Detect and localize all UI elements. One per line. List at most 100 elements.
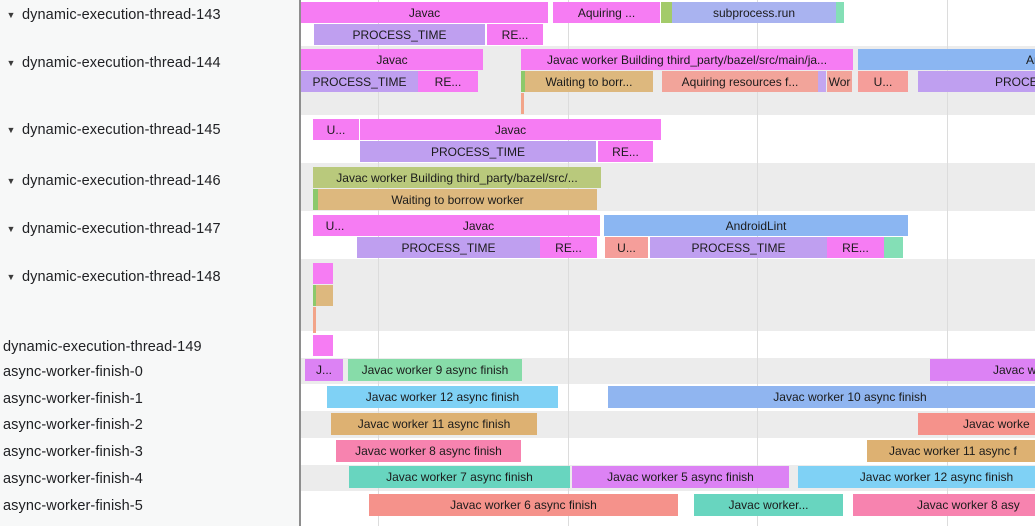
span-label: PROCESS_TIME [352,27,447,42]
span-label: Waiting to borr... [545,74,633,89]
span-label: Javac [408,5,441,20]
span-bar[interactable]: Javac worker 6 async finish [369,494,678,516]
expander-triangle-icon[interactable]: ▼ [6,224,16,234]
expander-triangle-icon[interactable]: ▼ [6,272,16,282]
span-label: Aquiring resources f... [681,74,799,89]
expander-triangle-icon[interactable]: ▼ [6,58,16,68]
span-bar[interactable]: U... [313,119,359,140]
span-bar[interactable]: RE... [827,237,884,258]
span-bar[interactable] [313,285,316,306]
span-label: Javac [494,122,527,137]
expander-triangle-icon[interactable]: ▼ [6,125,16,135]
span-bar[interactable]: Javac worker 7 async finish [349,466,570,488]
span-bar[interactable]: Javac worker 11 async finish [331,413,537,435]
track-row[interactable]: ▼ dynamic-execution-thread-144 [0,53,299,73]
span-label: AndroidLint [725,218,787,233]
span-label: subprocess.run [712,5,796,20]
span-bar[interactable] [818,71,826,92]
track-label: async-worker-finish-0 [3,364,143,380]
span-label: Javac worker 11 async f [889,444,1017,458]
span-label: Aquiring ... [577,5,636,20]
span-bar[interactable] [313,335,333,356]
span-label: Javac worker 7 async finish [386,470,533,484]
track-row[interactable]: ▼ dynamic-execution-thread-143 [0,5,299,25]
span-label: Javac worker 10 async finish [773,390,927,404]
span-bar[interactable]: Javac worker Building third_party/bazel/… [521,49,853,70]
span-bar[interactable]: Javac [357,215,600,236]
span-label: U... [325,218,345,233]
span-bar[interactable]: U... [313,215,357,236]
span-label: Javac worker Building third_party/bazel/… [546,52,828,67]
span-bar[interactable]: Javac worker Building third_party/bazel/… [313,167,601,188]
span-bar[interactable]: Aquiring ... [553,2,660,23]
span-bar[interactable]: Javac worker 11 async f [867,440,1035,462]
span-bar[interactable]: Javac worke [918,413,1035,435]
span-bar[interactable]: Javac worker 12 async finish [798,466,1035,488]
span-bar[interactable]: Javac worker 12 async finish [327,386,558,408]
span-bar[interactable]: Waiting to borr... [525,71,653,92]
span-bar[interactable]: PROCESS_TIME [650,237,827,258]
span-bar[interactable] [521,71,525,92]
span-bar[interactable]: Javac worker 8 asy [853,494,1035,516]
span-bar[interactable] [313,307,316,333]
track-row[interactable]: async-worker-finish-1 [0,389,299,409]
span-bar[interactable]: Javac [301,49,483,70]
span-bar[interactable]: PROCESS_TIME [360,141,596,162]
track-row[interactable]: async-worker-finish-4 [0,469,299,489]
span-bar[interactable] [884,237,903,258]
span-bar[interactable]: Waiting to borrow worker [318,189,597,210]
span-bar[interactable]: Javac w [930,359,1035,381]
span-bar[interactable]: Wor [827,71,852,92]
span-bar[interactable]: RE... [540,237,597,258]
span-label: AndroidLint [1026,52,1035,67]
span-bar[interactable] [316,285,333,306]
track-row[interactable]: ▼ dynamic-execution-thread-148 [0,267,299,287]
span-bar[interactable]: RE... [487,24,543,45]
span-bar[interactable]: Javac [301,2,548,23]
span-bar[interactable]: subprocess.run [672,2,836,23]
span-bar[interactable]: PROCESS_TIME [918,71,1035,92]
span-label: Javac worker Building third_party/bazel/… [336,170,578,185]
span-bar[interactable]: Javac worker... [694,494,843,516]
track-row[interactable]: async-worker-finish-0 [0,362,299,382]
span-bar[interactable] [313,263,333,284]
span-label: PROCESS_TIME [691,240,786,255]
track-row[interactable]: ▼ dynamic-execution-thread-145 [0,120,299,140]
track-row[interactable]: dynamic-execution-thread-149 [0,337,299,357]
span-label: Javac w [993,363,1035,377]
span-bar[interactable]: RE... [598,141,653,162]
span-label: RE... [842,240,869,255]
time-gridline [947,0,948,526]
span-bar[interactable]: Javac worker 10 async finish [608,386,1035,408]
track-row[interactable]: ▼ dynamic-execution-thread-146 [0,171,299,191]
span-bar[interactable]: U... [605,237,648,258]
span-bar[interactable]: Aquiring resources f... [662,71,818,92]
expander-triangle-icon[interactable]: ▼ [6,176,16,186]
span-bar[interactable]: RE... [418,71,478,92]
span-bar[interactable]: AndroidLint [604,215,908,236]
span-bar[interactable]: U... [858,71,908,92]
span-label: Javac worker 8 asy [917,498,1020,512]
span-label: U... [873,74,893,89]
track-row[interactable]: ▼ dynamic-execution-thread-147 [0,219,299,239]
track-label: dynamic-execution-thread-148 [22,269,221,285]
span-bar[interactable]: Javac worker 8 async finish [336,440,521,462]
timeline-canvas[interactable]: Javac Aquiring ... subprocess.run PROCESS_T… [301,0,1035,526]
span-bar[interactable] [661,2,672,23]
expander-triangle-icon[interactable]: ▼ [6,10,16,20]
span-bar[interactable] [313,189,318,210]
span-label: Javac [462,218,495,233]
span-bar[interactable]: Javac worker 9 async finish [348,359,522,381]
span-bar[interactable]: J... [305,359,343,381]
span-bar[interactable]: PROCESS_TIME [301,71,418,92]
span-bar[interactable]: Javac [360,119,661,140]
span-bar[interactable]: PROCESS_TIME [357,237,540,258]
track-row[interactable]: async-worker-finish-5 [0,496,299,516]
span-bar[interactable]: Javac worker 5 async finish [572,466,789,488]
span-bar[interactable] [836,2,844,23]
track-row[interactable]: async-worker-finish-2 [0,415,299,435]
span-bar[interactable]: PROCESS_TIME [314,24,485,45]
track-row[interactable]: async-worker-finish-3 [0,442,299,462]
span-bar[interactable] [521,93,524,114]
span-bar[interactable]: AndroidLint [858,49,1035,70]
